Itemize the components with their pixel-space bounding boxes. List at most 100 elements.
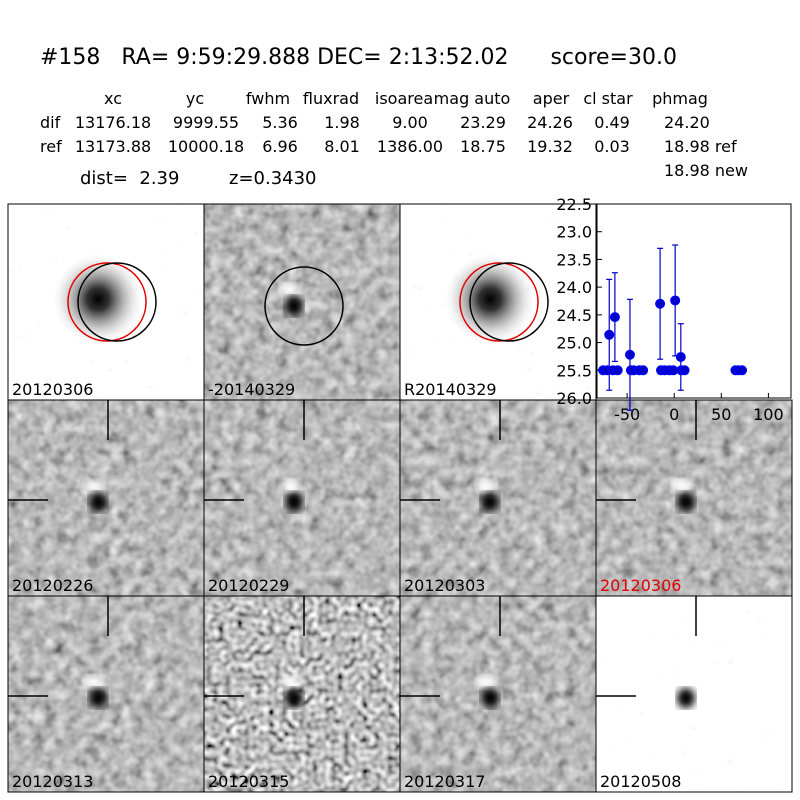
column-header: aper (533, 89, 570, 108)
cell: 8.01 (324, 137, 360, 156)
data-point (670, 295, 681, 306)
stamp: 20120303 (399, 399, 597, 597)
x-tick-label: 50 (711, 405, 731, 424)
y-tick-label: 24.5 (556, 306, 592, 325)
cell: 24.26 (527, 113, 573, 132)
cell: 24.20 (664, 113, 710, 132)
column-header: cl star (583, 89, 633, 108)
cell: 18.98 ref (664, 137, 737, 156)
stamp-label: 20120226 (12, 576, 93, 595)
y-tick-label: 23.0 (556, 223, 592, 242)
cell: 10000.18 (168, 137, 244, 156)
dipole-dark (285, 296, 303, 316)
cell: 5.36 (262, 113, 298, 132)
column-header: isoarea (375, 89, 433, 108)
dipole-dark (481, 688, 499, 708)
stamp: 20120508 (595, 595, 793, 793)
dipole-bright (672, 675, 692, 689)
data-point (737, 365, 748, 376)
stamp: 20120306 (595, 399, 793, 597)
x-tick-label: 0 (669, 405, 679, 424)
stamp: 20120306 (7, 203, 205, 401)
cell: 13173.88 (75, 137, 151, 156)
column-header: fwhm (246, 89, 290, 108)
cell: 0.49 (594, 113, 630, 132)
x-tick-label: -50 (614, 405, 640, 424)
row-label: dif (40, 113, 61, 132)
stamp-label: 20120317 (404, 772, 485, 791)
aperture-black (77, 262, 157, 342)
cell: 23.29 (460, 113, 506, 132)
data-point (638, 365, 649, 376)
y-tick-label: 23.5 (556, 250, 592, 269)
data-point (612, 365, 623, 376)
stamp: 20120229 (203, 399, 401, 597)
cell: 9.00 (392, 113, 428, 132)
stamp-label: 20120315 (208, 772, 289, 791)
stamp: 20120315 (203, 595, 401, 793)
source (53, 254, 143, 344)
cell: 1386.00 (377, 137, 443, 156)
data-point (604, 329, 615, 340)
dipole-bright (280, 479, 300, 493)
cell: 0.03 (594, 137, 630, 156)
stamp-label: -20140329 (208, 380, 295, 399)
cell: 13176.18 (75, 113, 151, 132)
dipole-dark (677, 688, 695, 708)
stamp: R20140329 (399, 203, 597, 401)
dipole-bright (476, 479, 496, 493)
stamp: 20120317 (399, 595, 597, 793)
dipole-bright (476, 675, 496, 689)
stamp-label: 20120306 (600, 576, 681, 595)
stamp-border (595, 595, 793, 793)
column-header: fluxrad (303, 89, 359, 108)
data-point (624, 349, 635, 360)
data-point (679, 365, 690, 376)
table: xc yc fwhm fluxrad isoarea mag auto aper cl sta… (40, 89, 737, 156)
stamp-label: 20120313 (12, 772, 93, 791)
y-tick-label: 26.0 (556, 389, 592, 408)
stamp-label: 20120303 (404, 576, 485, 595)
dipole-dark (481, 492, 499, 512)
stamp-label: 20120229 (208, 576, 289, 595)
redshift: z=0.3430 (229, 168, 317, 189)
cell: 6.96 (262, 137, 298, 156)
data-point (675, 351, 686, 362)
cell: 1.98 (324, 113, 360, 132)
y-tick-label: 22.5 (556, 195, 592, 214)
x-tick-label: 100 (753, 405, 784, 424)
dipole-bright (280, 675, 300, 689)
dipole-dark (285, 492, 303, 512)
stamp: 20120313 (7, 595, 205, 793)
dist: dist= 2.39 (80, 168, 179, 189)
data-point (609, 312, 620, 323)
dipole-dark (89, 688, 107, 708)
stamps: 20120306 -20140329 R20140329 20120226 201202… (7, 203, 793, 793)
dipole-bright (84, 479, 104, 493)
cell: 19.32 (527, 137, 573, 156)
aperture-black (469, 262, 549, 342)
column-header: yc (186, 89, 204, 108)
row-label: ref (40, 137, 62, 156)
stamp-label: R20140329 (404, 380, 497, 399)
source (445, 254, 535, 344)
column-header: phmag (652, 89, 708, 108)
dipole-dark (285, 688, 303, 708)
aperture-red (67, 262, 147, 342)
cell: 18.75 (460, 137, 506, 156)
title: #158 RA= 9:59:29.888 DEC= 2:13:52.02 sco… (40, 45, 677, 70)
aperture-red (459, 262, 539, 342)
column-header: xc (104, 89, 122, 108)
y-tick-label: 25.0 (556, 334, 592, 353)
dipole-bright (84, 675, 104, 689)
y-tick-label: 25.5 (556, 361, 592, 380)
dipole-bright (280, 283, 300, 297)
dipole-dark (677, 492, 695, 512)
dipole-bright (672, 479, 692, 493)
stamp-label: 20120508 (600, 772, 681, 791)
aperture-black (264, 266, 344, 346)
y-tick-label: 24.0 (556, 278, 592, 297)
column-header: mag auto (434, 89, 511, 108)
stamp: 20120226 (7, 399, 205, 597)
stamp-label: 20120306 (12, 380, 93, 399)
